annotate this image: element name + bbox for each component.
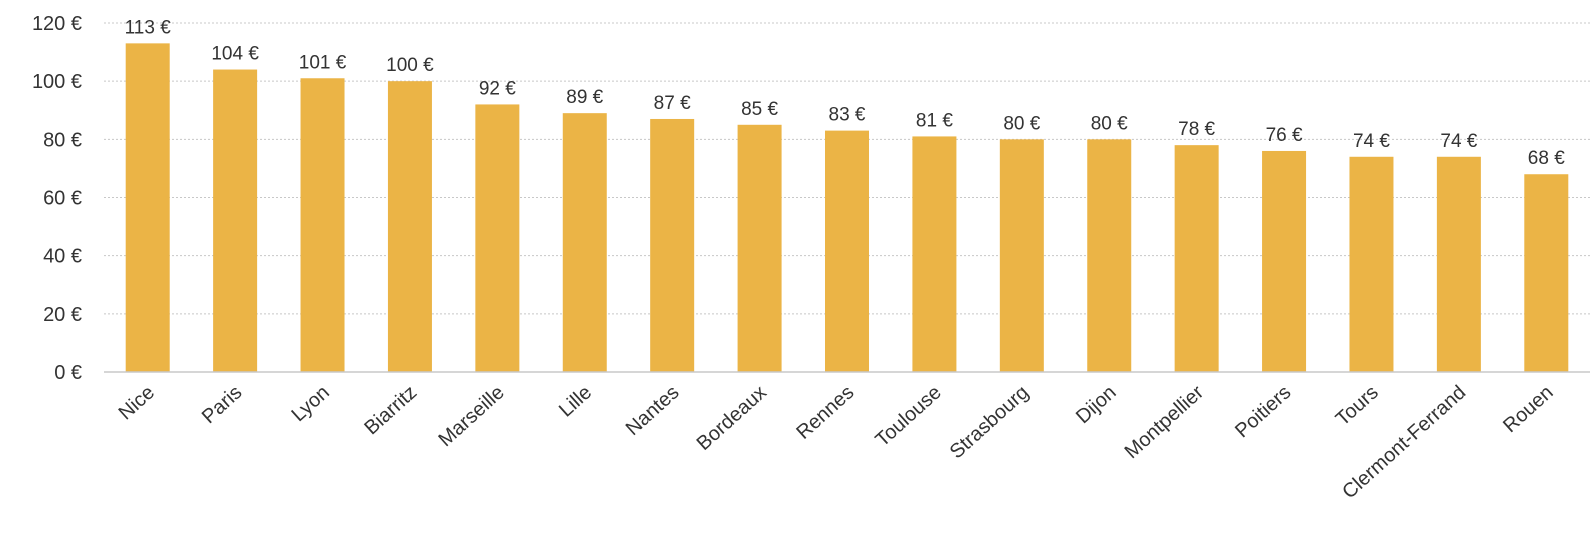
data-label: 101 € bbox=[299, 52, 347, 73]
bar bbox=[300, 78, 345, 372]
data-label: 74 € bbox=[1440, 131, 1477, 152]
bar bbox=[1436, 156, 1481, 372]
y-tick-label: 100 € bbox=[32, 71, 82, 93]
x-tick-label: Lille bbox=[555, 381, 596, 421]
data-label: 100 € bbox=[386, 55, 434, 76]
x-tick-label: Lyon bbox=[287, 381, 333, 426]
x-tick-label: Bordeaux bbox=[693, 381, 771, 455]
bar bbox=[912, 136, 957, 372]
y-tick-label: 40 € bbox=[43, 246, 82, 268]
y-tick-label: 60 € bbox=[43, 188, 82, 210]
x-tick-label: Montpellier bbox=[1121, 381, 1209, 463]
x-tick-label: Marseille bbox=[435, 381, 509, 451]
y-tick-label: 20 € bbox=[43, 304, 82, 326]
bars bbox=[125, 43, 1569, 373]
data-label: 113 € bbox=[125, 17, 172, 38]
data-label: 89 € bbox=[566, 87, 603, 108]
data-label: 68 € bbox=[1528, 148, 1565, 169]
y-tick-label: 80 € bbox=[43, 129, 82, 151]
bar bbox=[825, 130, 869, 372]
x-tick-label: Nantes bbox=[622, 381, 684, 440]
y-tick-label: 120 € bbox=[32, 13, 82, 35]
x-tick-label: Poitiers bbox=[1231, 381, 1295, 442]
data-label: 80 € bbox=[1003, 113, 1040, 134]
bar bbox=[650, 118, 695, 372]
data-label: 74 € bbox=[1353, 131, 1390, 152]
data-label: 104 € bbox=[211, 44, 259, 65]
bar bbox=[125, 43, 170, 372]
x-tick-label: Rouen bbox=[1499, 381, 1558, 437]
x-tick-label: Nice bbox=[115, 381, 159, 424]
x-tick-label: Rennes bbox=[792, 381, 858, 443]
bar bbox=[475, 104, 520, 372]
data-label: 76 € bbox=[1266, 125, 1303, 146]
bar bbox=[1262, 150, 1307, 372]
x-tick-label: Biarritz bbox=[360, 381, 421, 439]
data-label: 80 € bbox=[1091, 113, 1128, 134]
x-tick-label: Dijon bbox=[1072, 381, 1121, 428]
bar bbox=[737, 124, 782, 373]
data-label: 83 € bbox=[829, 105, 866, 126]
data-label: 92 € bbox=[479, 78, 516, 99]
bar bbox=[1524, 174, 1569, 372]
y-tick-label: 0 € bbox=[54, 362, 82, 384]
data-label: 78 € bbox=[1178, 119, 1215, 140]
data-label: 85 € bbox=[741, 99, 778, 120]
x-tick-label: Toulouse bbox=[872, 381, 946, 451]
x-tick-label: Strasbourg bbox=[946, 381, 1033, 463]
bar bbox=[1087, 139, 1132, 372]
data-label: 81 € bbox=[916, 110, 953, 131]
bar bbox=[387, 81, 432, 373]
bar bbox=[999, 139, 1044, 372]
bar bbox=[1349, 156, 1394, 372]
x-tick-label: Tours bbox=[1332, 381, 1383, 430]
x-tick-label: Paris bbox=[198, 381, 247, 428]
data-label: 87 € bbox=[654, 93, 691, 114]
bar bbox=[562, 113, 607, 373]
bar bbox=[213, 69, 258, 373]
bar bbox=[1174, 145, 1219, 372]
data-labels: 113 € 104 € 101 € 100 € 92 € 89 € 87 € 85 € 83 €… bbox=[125, 17, 1566, 169]
